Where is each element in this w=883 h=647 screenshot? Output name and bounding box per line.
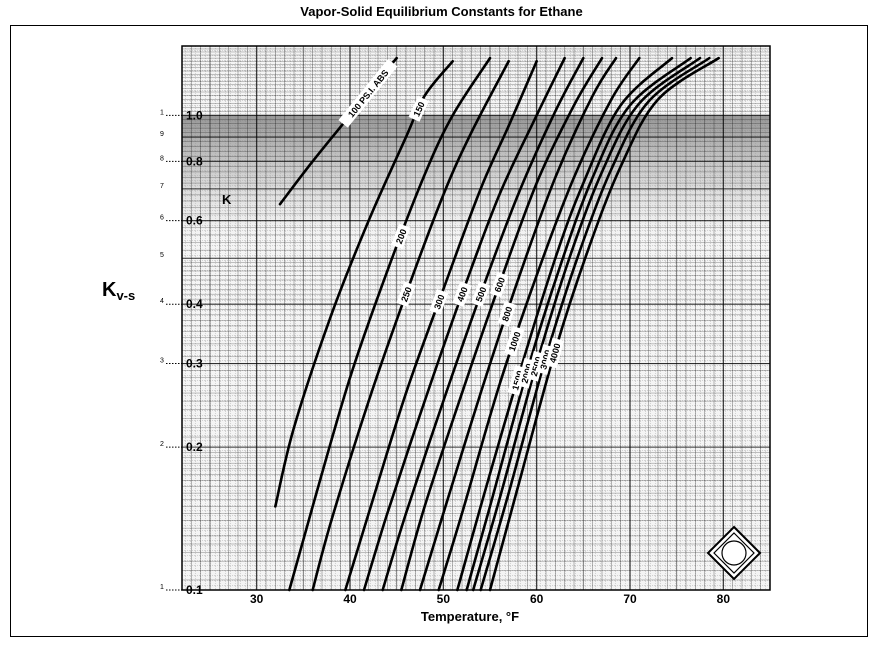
curve-label-bg [338,58,398,128]
chart-frame [10,25,868,637]
x-tick-label: 50 [437,592,451,606]
shaded-band [182,115,770,239]
curve-label: 250 [399,286,414,304]
curve-label-group: 4000 [545,337,565,369]
y-minor-mark: 8 [160,155,164,162]
y-tick-label: 0.8 [186,154,203,168]
y-axis-label-sub: v-s [116,288,135,303]
gpsa-logo [706,525,762,581]
axes: 1.0 0.8 0.6 0.4 0.3 0.2 0.1 1 9 8 7 6 5 4 3 2 1 30 40 50 60 7… [160,45,771,606]
x-tick-label: 40 [343,592,357,606]
curve-label-bg [504,325,525,357]
curve-3000 [479,56,711,592]
y-minor-mark: 9 [160,131,164,138]
curve-label-bg [396,281,416,307]
curve-label-group: 400 [452,281,472,307]
y-tick-label: 0.4 [186,297,203,311]
curve-label-group: 250 [396,281,416,307]
curve-label-group: 600 [489,271,509,298]
curve-label: 500 [474,286,489,304]
curve-label: 400 [455,286,470,304]
x-tick-label: 60 [530,592,544,606]
curve-2000 [465,56,692,592]
curve-label-bg [408,96,429,122]
x-tick-label: 30 [250,592,264,606]
curve-label-bg [497,301,517,327]
curve-2500 [471,56,702,592]
curve-800 [418,56,618,592]
curve-label-bg [429,289,449,315]
y-minor-mark: 2 [160,441,164,448]
y-tick-label: 0.3 [186,357,203,371]
curve-label-group: 200 [391,223,411,250]
y-axis-label: Kv-s [102,279,135,303]
y-tick-label: 0.6 [186,214,203,228]
curve-1000 [437,56,641,592]
y-minor-mark: 1 [160,584,164,591]
plot-background [182,46,770,590]
curve-label-group: 500 [471,281,491,307]
y-minor-mark: 4 [160,298,164,305]
x-axis-label: Temperature, °F [421,609,519,624]
y-minor-mark: 1 [160,109,164,116]
curve-label-bg [489,271,509,298]
y-tick-label: 0.2 [186,440,203,454]
y-tick-label: 1.0 [186,108,203,122]
y-minor-mark: 3 [160,358,164,365]
x-tick-label: 70 [623,592,637,606]
chart-title: Vapor-Solid Equilibrium Constants for Et… [300,4,583,19]
y-minor-mark: 6 [160,215,164,222]
curve-label-group: 150 [408,96,429,122]
curve-200 [288,56,492,592]
curve-4000 [488,56,720,592]
k-label: K [222,192,232,207]
curve-label-bg [471,281,491,307]
curve-label: 800 [500,305,514,322]
y-minor-mark: 7 [160,183,164,190]
curve-label-group: 800 [497,301,517,327]
curve-label-bg [545,337,565,369]
plot-border [181,45,771,591]
y-minor-mark: 5 [160,252,164,259]
curve-1500 [456,56,674,592]
curve-label-bg [452,281,472,307]
y-tick-label: 0.1 [186,583,203,597]
curve-label-bg [391,223,411,250]
curve-label: 300 [432,293,447,311]
x-tick-label: 80 [717,592,731,606]
curve-label: 600 [493,276,508,294]
y-axis-label-main: K [102,279,117,301]
curve-label-group: 300 [429,289,449,315]
